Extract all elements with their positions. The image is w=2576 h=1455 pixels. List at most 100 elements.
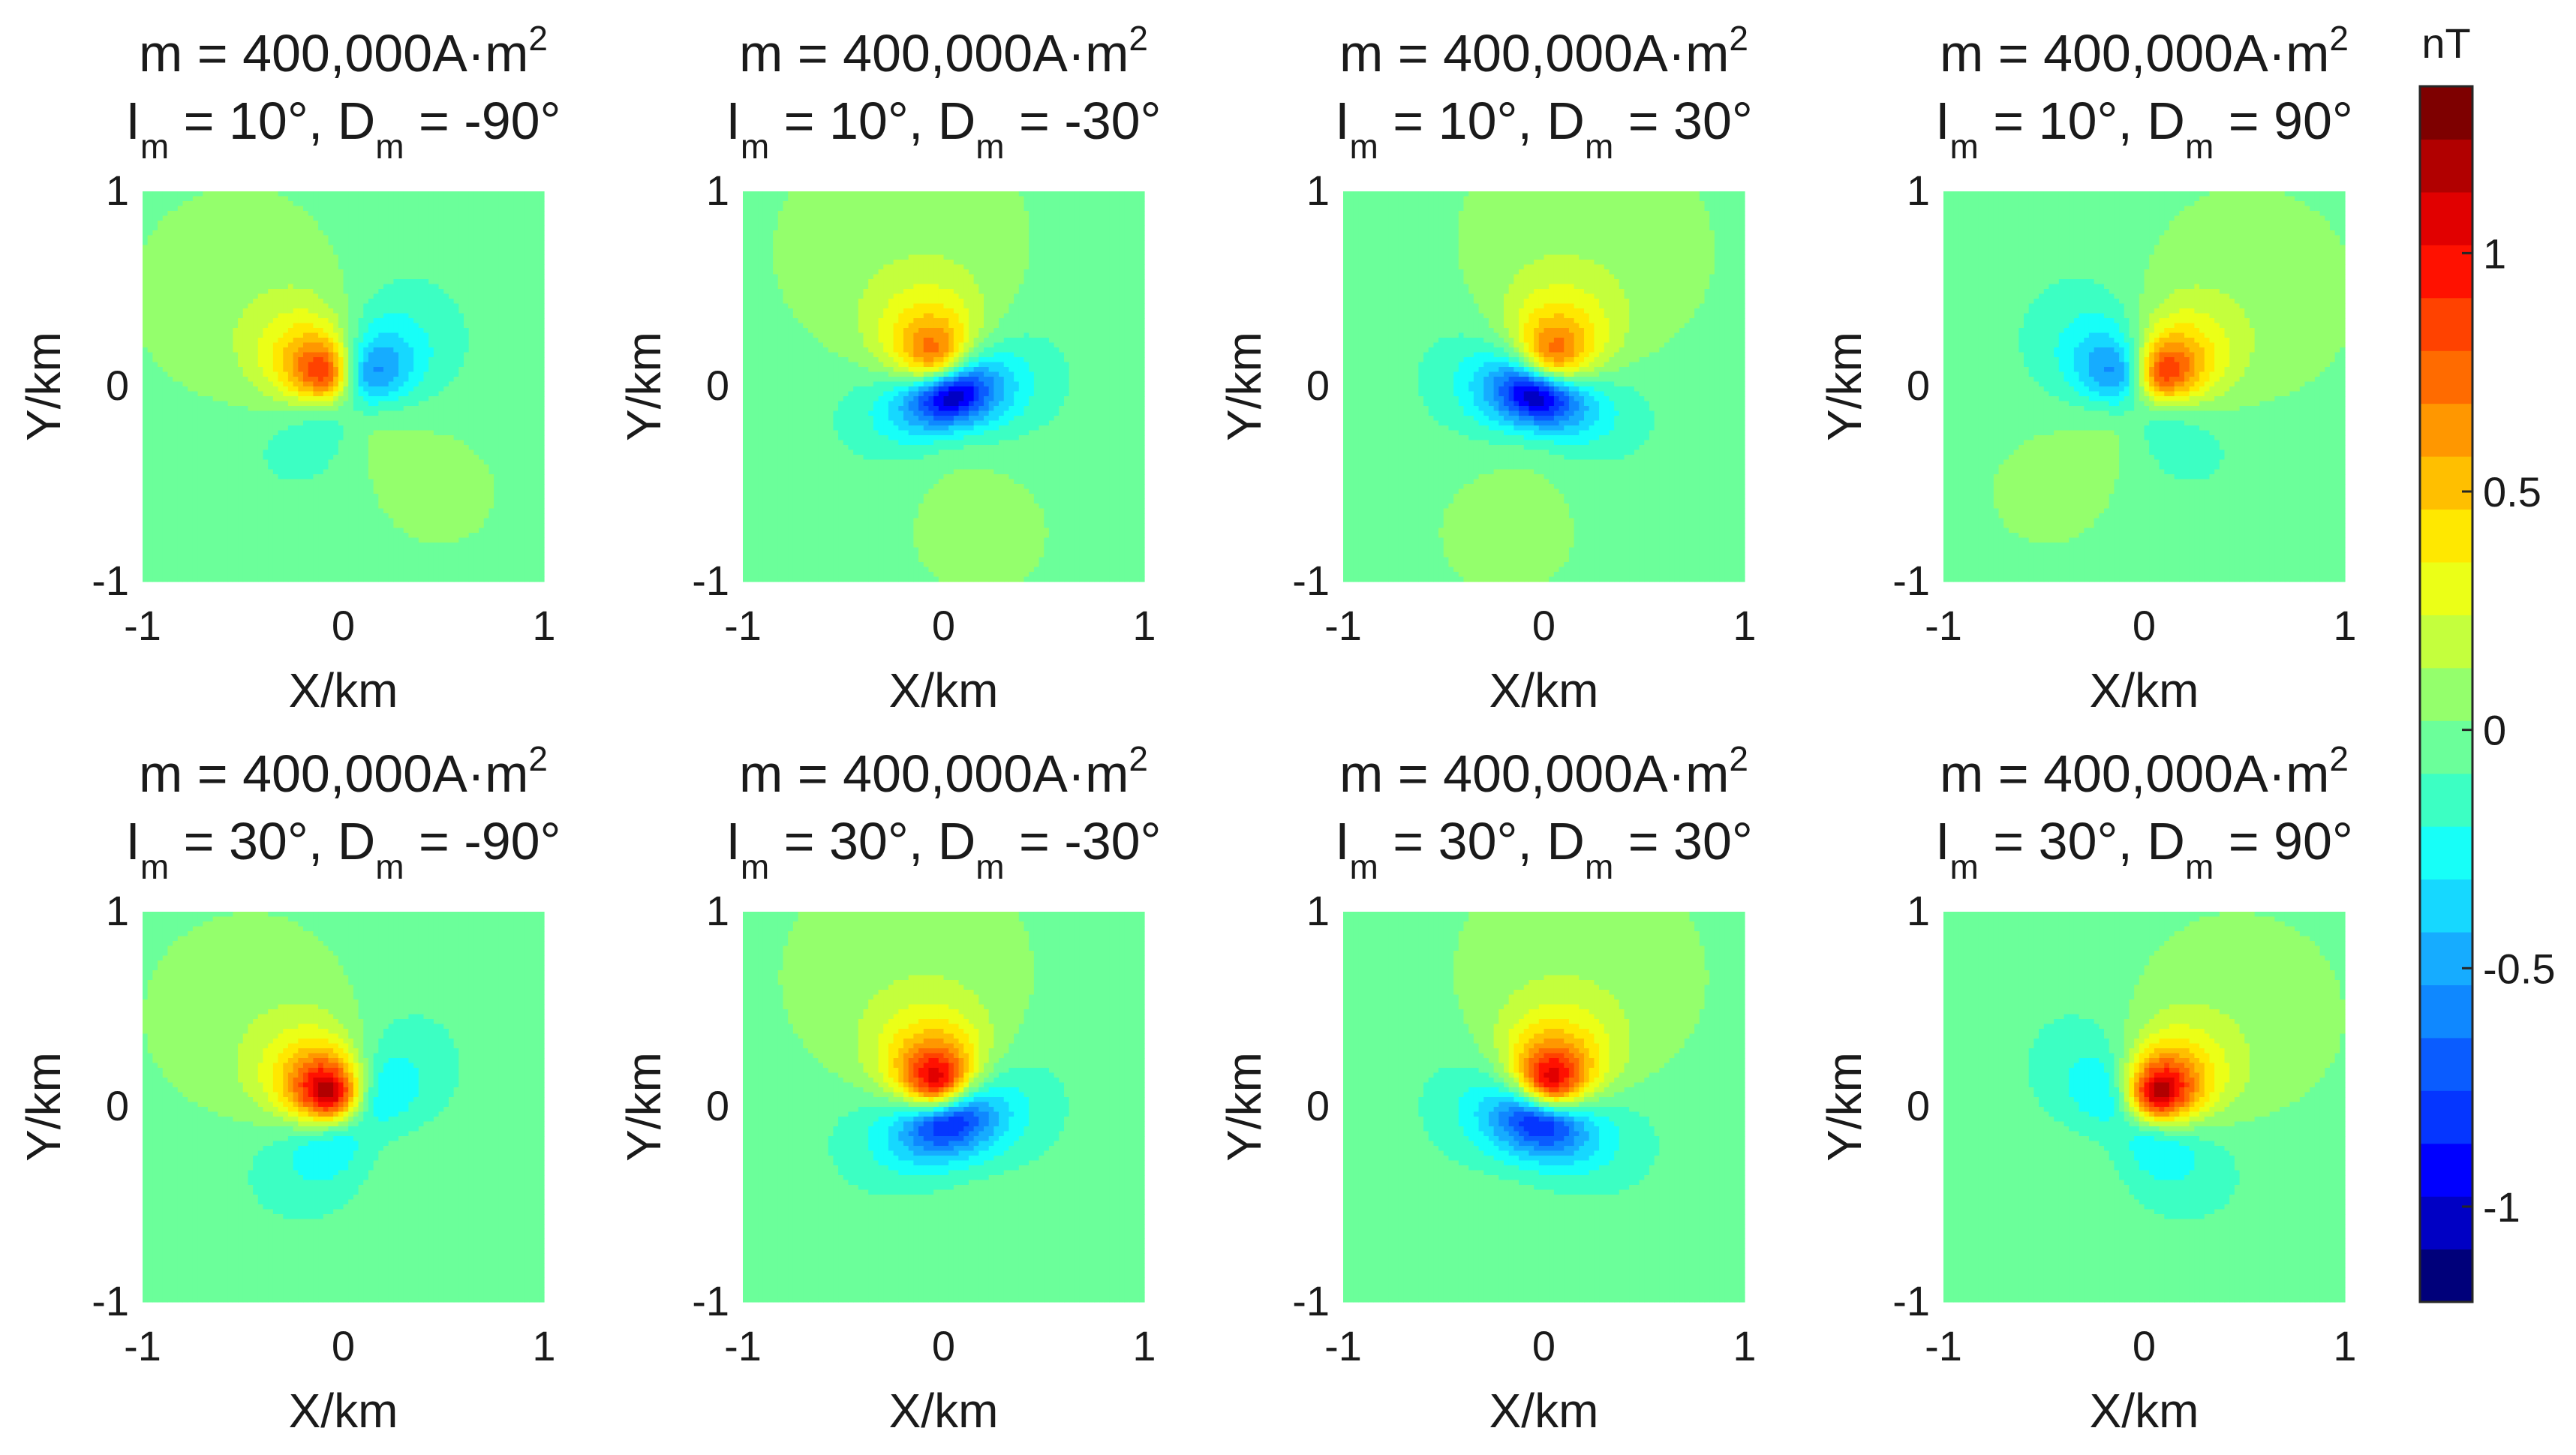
heatmap-cell (519, 216, 525, 221)
heatmap-cell (484, 201, 489, 206)
heatmap-cell (323, 216, 329, 221)
heatmap-cell (213, 197, 218, 202)
heatmap-cell (363, 191, 368, 197)
heatmap-cell (193, 221, 198, 226)
heatmap-cell (374, 211, 379, 216)
heatmap-cell (484, 206, 489, 212)
heatmap-cell (293, 197, 299, 202)
heatmap-cell (514, 211, 519, 216)
heatmap-cell (464, 191, 469, 197)
heatmap-cell (539, 216, 544, 221)
heatmap-cell (183, 197, 188, 202)
heatmap-cell (288, 191, 293, 197)
heatmap-cell (404, 201, 409, 206)
heatmap-cell (283, 211, 288, 216)
heatmap-cell (449, 211, 454, 216)
heatmap-cell (208, 221, 213, 226)
heatmap-cell (504, 221, 509, 226)
heatmap-cell (454, 221, 459, 226)
heatmap-cell (152, 230, 158, 236)
heatmap-cell (449, 216, 454, 221)
heatmap-cell (218, 206, 223, 212)
heatmap-cell (504, 230, 509, 236)
heatmap-cell (308, 221, 314, 226)
heatmap-cell (439, 206, 444, 212)
heatmap-cell (218, 191, 223, 197)
heatmap-cell (479, 221, 484, 226)
heatmap-cell (253, 230, 258, 236)
heatmap-cell (449, 230, 454, 236)
heatmap-cell (469, 191, 474, 197)
heatmap-cell (509, 226, 514, 231)
heatmap-cell (344, 221, 349, 226)
heatmap-cell (458, 221, 464, 226)
heatmap-cell (193, 230, 198, 236)
heatmap-cell (143, 201, 148, 206)
heatmap-cell (218, 211, 223, 216)
heatmap-cell (178, 191, 183, 197)
heatmap-cell (198, 216, 203, 221)
heatmap-cell (152, 211, 158, 216)
heatmap-cell (313, 201, 318, 206)
heatmap-cell (323, 206, 329, 212)
heatmap-cell (278, 221, 284, 226)
heatmap-cell (428, 211, 434, 216)
heatmap-cell (308, 211, 314, 216)
heatmap-cell (424, 191, 429, 197)
heatmap-cell (348, 211, 353, 216)
heatmap-cell (479, 211, 484, 216)
heatmap-cell (504, 201, 509, 206)
heatmap-cell (263, 191, 269, 197)
heatmap-cell (344, 211, 349, 216)
heatmap-cell (348, 201, 353, 206)
heatmap-cell (514, 197, 519, 202)
heatmap-cell (213, 191, 218, 197)
heatmap-cell (374, 197, 379, 202)
heatmap-cell (428, 216, 434, 221)
heatmap-cell (488, 197, 494, 202)
heatmap-cell (233, 216, 238, 221)
heatmap-cell (193, 226, 198, 231)
heatmap-cell (449, 221, 454, 226)
heatmap-cell (163, 206, 168, 212)
heatmap-cell (318, 206, 323, 212)
heatmap-cell (529, 197, 534, 202)
heatmap-cell (233, 221, 238, 226)
heatmap-cell (464, 206, 469, 212)
heatmap-cell (479, 206, 484, 212)
heatmap-cell (178, 216, 183, 221)
heatmap-cell (268, 211, 273, 216)
heatmap-cell (458, 206, 464, 212)
heatmap-cell (178, 206, 183, 212)
heatmap-cell (419, 206, 424, 212)
heatmap-cell (278, 226, 284, 231)
heatmap-cell (469, 216, 474, 221)
heatmap-cell (434, 201, 439, 206)
heatmap-cell (248, 211, 253, 216)
heatmap-cell (514, 201, 519, 206)
heatmap-cell (313, 216, 318, 221)
heatmap-cell (163, 230, 168, 236)
heatmap-cell (183, 226, 188, 231)
heatmap-cell (208, 211, 213, 216)
heatmap-cell (443, 216, 449, 221)
heatmap-cell (243, 211, 248, 216)
heatmap-cell (298, 201, 303, 206)
heatmap-cell (243, 230, 248, 236)
heatmap-cell (338, 226, 344, 231)
heatmap-cell (148, 206, 153, 212)
heatmap-cell (328, 197, 333, 202)
heatmap-cell (439, 226, 444, 231)
heatmap-cell (473, 201, 479, 206)
heatmap-cell (158, 211, 163, 216)
heatmap-cell (389, 197, 394, 202)
heatmap-cell (428, 226, 434, 231)
heatmap-cell (338, 201, 344, 206)
heatmap-cell (389, 206, 394, 212)
heatmap-cell (514, 230, 519, 236)
heatmap-cell (434, 230, 439, 236)
heatmap-cell (228, 230, 233, 236)
heatmap-cell (152, 191, 158, 197)
heatmap-cell (424, 211, 429, 216)
heatmap-cell (243, 216, 248, 221)
